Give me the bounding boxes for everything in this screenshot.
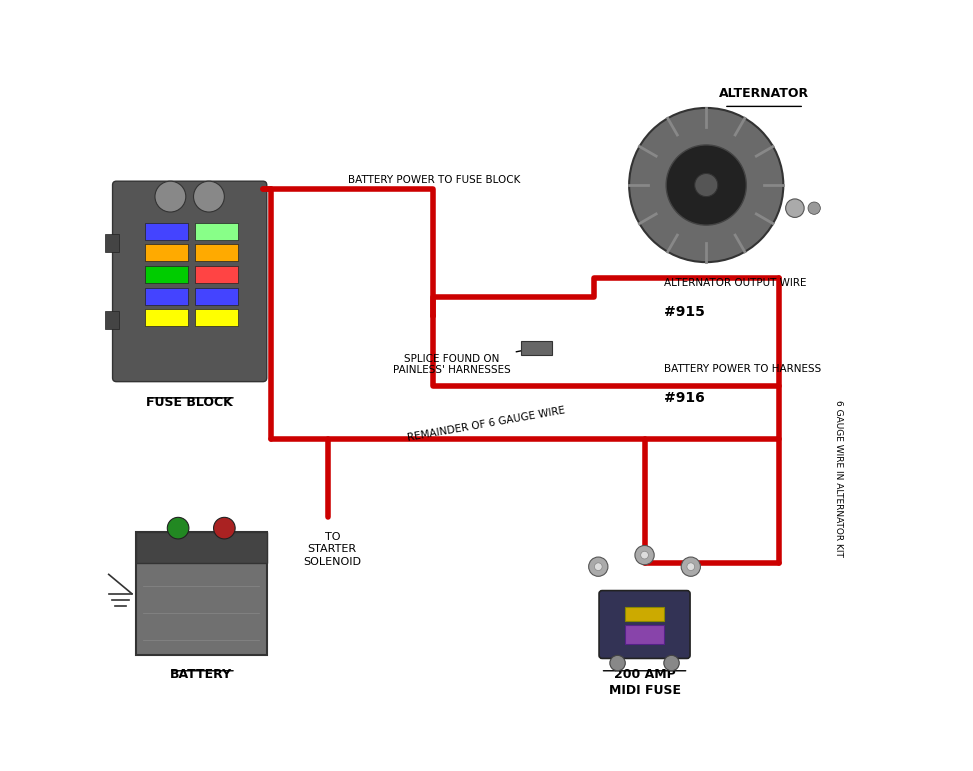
Circle shape bbox=[213, 517, 235, 539]
Bar bbox=[105, 234, 119, 252]
Ellipse shape bbox=[155, 181, 186, 212]
Text: BATTERY POWER TO FUSE BLOCK: BATTERY POWER TO FUSE BLOCK bbox=[347, 175, 521, 184]
Circle shape bbox=[785, 199, 804, 217]
Text: 200 AMP
MIDI FUSE: 200 AMP MIDI FUSE bbox=[608, 668, 680, 698]
Ellipse shape bbox=[687, 563, 695, 571]
Circle shape bbox=[808, 202, 820, 214]
Circle shape bbox=[610, 655, 626, 671]
Bar bbox=[196, 288, 237, 305]
Bar bbox=[626, 607, 664, 621]
Text: #916: #916 bbox=[664, 391, 704, 405]
Circle shape bbox=[167, 517, 189, 539]
Bar bbox=[196, 244, 237, 261]
Text: ALTERNATOR: ALTERNATOR bbox=[719, 87, 810, 100]
FancyBboxPatch shape bbox=[113, 181, 267, 382]
Bar bbox=[145, 288, 188, 305]
Ellipse shape bbox=[194, 181, 225, 212]
Bar bbox=[196, 266, 237, 283]
Bar bbox=[135, 532, 267, 655]
Bar bbox=[105, 311, 119, 329]
Bar bbox=[145, 223, 188, 240]
Bar bbox=[626, 625, 664, 644]
Text: ALTERNATOR OUTPUT WIRE: ALTERNATOR OUTPUT WIRE bbox=[664, 278, 807, 288]
Circle shape bbox=[695, 173, 718, 197]
Bar bbox=[145, 309, 188, 326]
Text: 6 GAUGE WIRE IN ALTERNATOR KIT: 6 GAUGE WIRE IN ALTERNATOR KIT bbox=[834, 399, 843, 557]
Text: BATTERY: BATTERY bbox=[170, 668, 233, 682]
Bar bbox=[145, 266, 188, 283]
Ellipse shape bbox=[681, 557, 701, 577]
Ellipse shape bbox=[640, 551, 648, 559]
Text: FUSE BLOCK: FUSE BLOCK bbox=[146, 396, 234, 409]
Circle shape bbox=[667, 145, 746, 225]
FancyBboxPatch shape bbox=[599, 591, 690, 658]
Bar bbox=[196, 309, 237, 326]
Text: TO
STARTER
SOLENOID: TO STARTER SOLENOID bbox=[304, 532, 361, 567]
Bar bbox=[135, 532, 267, 563]
Bar bbox=[196, 223, 237, 240]
Bar bbox=[145, 244, 188, 261]
Text: BATTERY POWER TO HARNESS: BATTERY POWER TO HARNESS bbox=[664, 364, 821, 374]
Circle shape bbox=[664, 655, 679, 671]
Ellipse shape bbox=[595, 563, 602, 571]
Text: SPLICE FOUND ON
PAINLESS' HARNESSES: SPLICE FOUND ON PAINLESS' HARNESSES bbox=[393, 348, 532, 375]
Circle shape bbox=[630, 108, 783, 262]
Text: #915: #915 bbox=[664, 305, 704, 318]
Text: REMAINDER OF 6 GAUGE WIRE: REMAINDER OF 6 GAUGE WIRE bbox=[407, 406, 566, 443]
Ellipse shape bbox=[635, 546, 654, 564]
Ellipse shape bbox=[589, 557, 608, 577]
Bar bbox=[522, 341, 552, 355]
